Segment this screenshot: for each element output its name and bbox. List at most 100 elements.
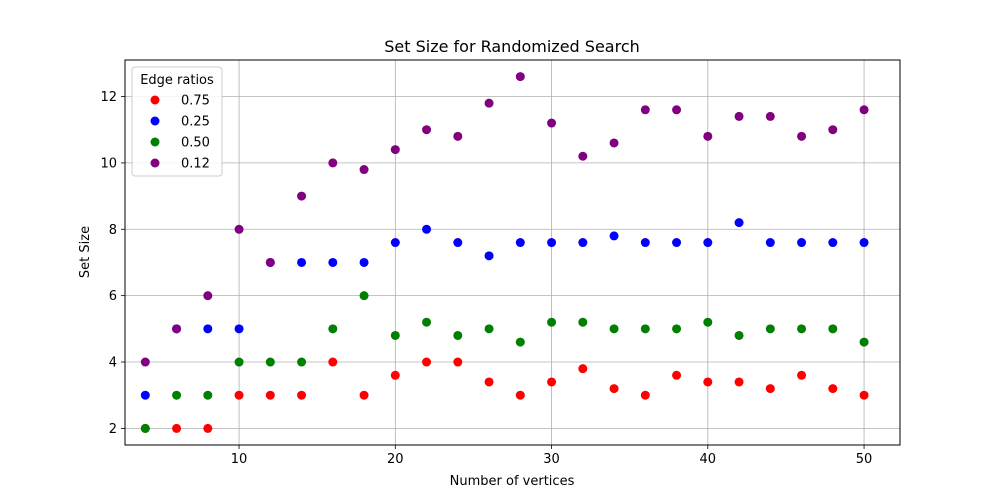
x-axis-label: Number of vertices [450, 474, 575, 489]
x-tick-label: 50 [856, 452, 873, 467]
data-point [484, 98, 494, 108]
data-point [203, 423, 213, 433]
data-point [453, 357, 463, 367]
data-point [297, 357, 307, 367]
data-point [734, 218, 744, 228]
data-point [640, 390, 650, 400]
data-point [484, 377, 494, 387]
data-point [234, 390, 244, 400]
data-point [797, 324, 807, 334]
data-point [703, 377, 713, 387]
data-point [703, 131, 713, 141]
data-point [140, 357, 150, 367]
legend-marker [150, 95, 160, 105]
data-point [422, 317, 432, 327]
data-point [578, 151, 588, 161]
data-point [328, 158, 338, 168]
data-point [828, 384, 838, 394]
data-point [234, 324, 244, 334]
data-point [859, 105, 869, 115]
data-point [547, 238, 557, 248]
data-point [359, 257, 369, 267]
data-point [547, 118, 557, 128]
data-point [859, 390, 869, 400]
legend-label: 0.12 [181, 157, 210, 172]
data-point [203, 390, 213, 400]
data-point [703, 317, 713, 327]
y-tick-label: 2 [109, 422, 117, 437]
series-0.12 [140, 72, 869, 367]
data-point [828, 324, 838, 334]
data-point [422, 224, 432, 234]
data-point [765, 324, 775, 334]
data-point [328, 257, 338, 267]
data-point [765, 384, 775, 394]
axis-ticks: 10 20 30 40 50 2 4 6 8 10 12 [100, 90, 872, 467]
data-point [672, 238, 682, 248]
data-point [297, 390, 307, 400]
x-tick-label: 10 [231, 452, 248, 467]
legend-marker [150, 158, 160, 168]
data-point [672, 370, 682, 380]
y-tick-label: 10 [100, 156, 117, 171]
grid [125, 60, 900, 445]
series-0.75 [140, 357, 869, 433]
chart-title: Set Size for Randomized Search [384, 37, 640, 56]
data-point [547, 317, 557, 327]
data-point [328, 324, 338, 334]
data-point [515, 390, 525, 400]
data-point [640, 105, 650, 115]
data-point [734, 377, 744, 387]
data-point [359, 291, 369, 301]
data-point [390, 238, 400, 248]
data-point [734, 330, 744, 340]
data-point [422, 357, 432, 367]
legend-marker [150, 137, 160, 147]
data-point [797, 131, 807, 141]
data-point [578, 238, 588, 248]
data-point [828, 125, 838, 135]
data-point [297, 257, 307, 267]
data-point [140, 390, 150, 400]
y-tick-label: 8 [109, 223, 117, 238]
data-point [140, 423, 150, 433]
data-point [515, 337, 525, 347]
data-point [734, 111, 744, 121]
data-point [609, 324, 619, 334]
data-point [578, 317, 588, 327]
data-point [547, 377, 557, 387]
data-point [640, 324, 650, 334]
data-point [390, 145, 400, 155]
data-point [484, 324, 494, 334]
data-point [328, 357, 338, 367]
data-point [578, 364, 588, 374]
data-point [359, 165, 369, 175]
data-point [359, 390, 369, 400]
data-point [234, 357, 244, 367]
data-point [609, 231, 619, 241]
y-axis-label: Set Size [78, 226, 93, 278]
data-point [390, 370, 400, 380]
series-0.25 [140, 218, 869, 400]
data-point [172, 390, 182, 400]
data-point [672, 105, 682, 115]
data-point [203, 324, 213, 334]
x-tick-label: 40 [700, 452, 717, 467]
data-point [297, 191, 307, 201]
legend-label: 0.25 [181, 115, 210, 130]
data-point [203, 291, 213, 301]
plot-area-frame [124, 59, 901, 446]
y-tick-label: 12 [100, 90, 117, 105]
legend-items: 0.75 0.25 0.50 0.12 [150, 94, 210, 172]
y-tick-label: 4 [109, 356, 117, 371]
data-point [828, 238, 838, 248]
data-point [609, 138, 619, 148]
data-point [265, 257, 275, 267]
data-point [390, 330, 400, 340]
data-point [265, 390, 275, 400]
x-tick-label: 30 [543, 452, 560, 467]
legend: Edge ratios 0.75 0.25 0.50 0.12 [131, 66, 223, 177]
series-0.50 [140, 291, 869, 433]
data-points [140, 72, 869, 433]
legend-label: 0.50 [181, 136, 210, 151]
